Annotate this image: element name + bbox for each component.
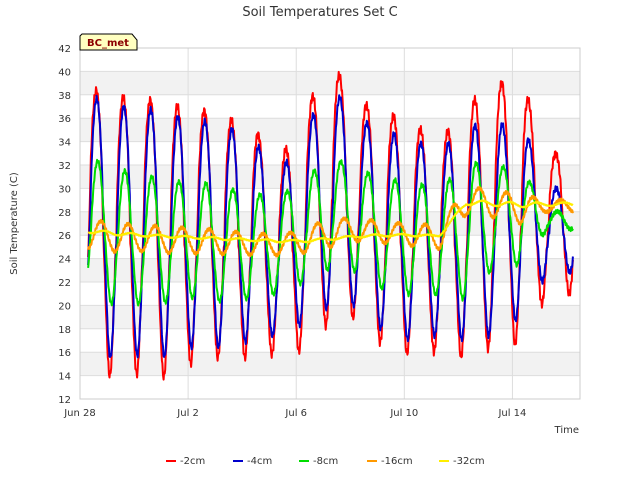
legend-label: -8cm	[313, 456, 338, 467]
plot-frame	[79, 47, 581, 400]
site-label-badge: BC_met	[79, 33, 138, 51]
plot-bands	[80, 71, 580, 376]
legend-label: -2cm	[180, 456, 205, 467]
legend: -2cm -4cm -8cm -16cm -32cm	[166, 456, 485, 467]
legend-label: -16cm	[381, 456, 413, 467]
x-tick-label: Jul 10	[389, 408, 418, 419]
y-tick-label: 30	[58, 184, 71, 195]
y-tick-label: 14	[58, 372, 71, 383]
y-tick-label: 12	[58, 395, 71, 406]
legend-label: -32cm	[453, 456, 485, 467]
legend-item: -4cm	[233, 456, 272, 467]
x-tick-label: Jul 6	[284, 408, 307, 419]
legend-item: -2cm	[166, 456, 205, 467]
series-line-minus-32cm	[87, 199, 574, 244]
y-tick-label: 28	[58, 208, 71, 219]
y-tick-label: 36	[58, 114, 71, 125]
x-tick-label: Jul 14	[497, 408, 526, 419]
site-label-text: BC_met	[87, 38, 129, 49]
plot-band	[80, 71, 580, 95]
y-axis-ticks: 12 14 16 18 20 22 24 26 28 30 32 34 36 38 40 42	[58, 44, 71, 406]
y-tick-label: 24	[58, 255, 71, 266]
x-tick-label: Jun 28	[63, 408, 96, 419]
plot-band	[80, 305, 580, 329]
x-axis-ticks: Jun 28 Jul 2 Jul 6 Jul 10 Jul 14	[63, 408, 526, 419]
y-tick-label: 32	[58, 161, 71, 172]
x-tick-label: Jul 2	[176, 408, 199, 419]
chart-title: Soil Temperatures Set C	[242, 5, 397, 20]
x-axis-title: Time	[554, 425, 579, 436]
y-tick-label: 26	[58, 231, 71, 242]
y-tick-label: 20	[58, 301, 71, 312]
plot-band	[80, 352, 580, 376]
legend-item: -16cm	[367, 456, 413, 467]
y-axis-title: Soil Temperature (C)	[9, 172, 20, 275]
series-lines	[87, 70, 574, 381]
series-line-minus-8cm	[87, 158, 574, 307]
y-tick-label: 42	[58, 44, 71, 55]
legend-item: -8cm	[299, 456, 338, 467]
y-tick-label: 34	[58, 138, 71, 149]
y-tick-label: 38	[58, 91, 71, 102]
y-tick-label: 22	[58, 278, 71, 289]
y-tick-label: 16	[58, 348, 71, 359]
series-line-minus-16cm	[87, 185, 574, 258]
legend-item: -32cm	[439, 456, 485, 467]
y-tick-label: 18	[58, 325, 71, 336]
y-tick-label: 40	[58, 67, 71, 78]
legend-label: -4cm	[247, 456, 272, 467]
site-label-box	[79, 33, 138, 51]
